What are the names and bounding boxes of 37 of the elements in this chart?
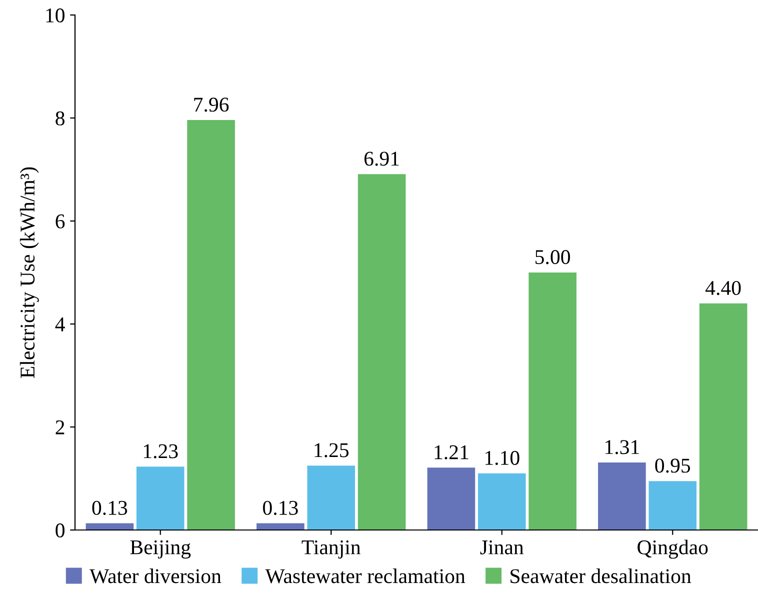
data-label: 1.31 bbox=[606, 440, 639, 454]
bar bbox=[136, 466, 184, 530]
x-tick-label: Jinan bbox=[480, 540, 524, 554]
data-label: 1.23 bbox=[144, 444, 178, 458]
y-tick-label: 8 bbox=[56, 111, 64, 126]
data-label: 1.10 bbox=[485, 450, 520, 466]
bar bbox=[648, 481, 697, 530]
legend-label: Water diversion bbox=[90, 568, 222, 584]
data-label: 0.95 bbox=[655, 458, 690, 473]
y-tick-label: 4 bbox=[55, 318, 65, 332]
bar bbox=[699, 303, 748, 530]
data-label: 0.13 bbox=[92, 500, 128, 515]
data-label: 6.91 bbox=[364, 152, 399, 166]
x-tick-label: Tianjin bbox=[302, 540, 361, 559]
x-tick-label: Beijing bbox=[130, 540, 191, 559]
data-label: 1.25 bbox=[314, 443, 349, 458]
data-label: 4.40 bbox=[705, 280, 741, 296]
bar bbox=[528, 272, 576, 530]
y-tick-label: 0 bbox=[56, 523, 64, 538]
bar bbox=[598, 462, 646, 530]
bar bbox=[358, 174, 406, 530]
bar bbox=[256, 523, 304, 530]
data-label: 7.96 bbox=[194, 98, 229, 112]
y-tick-label: 2 bbox=[56, 420, 64, 434]
bar bbox=[478, 473, 526, 530]
data-label: 0.13 bbox=[263, 500, 298, 515]
bar bbox=[187, 120, 235, 530]
legend-label: Seawater desalination bbox=[510, 568, 692, 584]
bar bbox=[427, 468, 476, 530]
x-tick-label: Qingdao bbox=[638, 540, 708, 559]
legend-label: Wastewater reclamation bbox=[265, 568, 466, 584]
data-label: 1.21 bbox=[434, 445, 468, 460]
y-tick-label: 6 bbox=[56, 214, 65, 228]
y-axis-title: Electricity Use (kWh/m³) bbox=[20, 167, 39, 378]
data-label: 5.00 bbox=[536, 250, 570, 264]
y-tick-label: 10 bbox=[46, 8, 64, 22]
bar bbox=[307, 466, 356, 530]
